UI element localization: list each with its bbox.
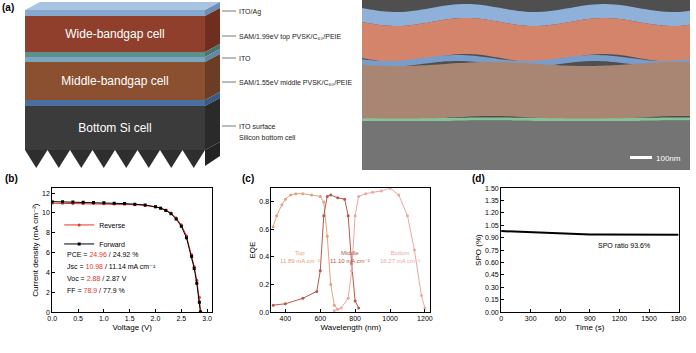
svg-text:8: 8 [46, 229, 50, 236]
svg-text:800: 800 [349, 315, 361, 322]
svg-text:1500: 1500 [641, 315, 657, 322]
svg-text:0.5: 0.5 [73, 315, 83, 322]
svg-text:0.45: 0.45 [485, 271, 499, 278]
svg-text:0.0: 0.0 [47, 315, 57, 322]
svg-text:Silicon bottom cell: Silicon bottom cell [239, 134, 296, 141]
svg-text:Forward: Forward [99, 241, 125, 248]
svg-text:1.5: 1.5 [125, 315, 135, 322]
svg-text:0.15: 0.15 [485, 296, 499, 303]
svg-text:0.75: 0.75 [485, 247, 499, 254]
svg-text:Bottom16.27 mA cm⁻²: Bottom16.27 mA cm⁻² [380, 250, 420, 264]
svg-text:ITO surface: ITO surface [239, 123, 276, 130]
svg-text:Reverse: Reverse [99, 222, 125, 229]
svg-text:Voltage (V): Voltage (V) [112, 323, 152, 332]
svg-text:400: 400 [280, 315, 292, 322]
svg-text:100nm: 100nm [656, 154, 681, 163]
svg-text:1200: 1200 [417, 315, 433, 322]
svg-text:600: 600 [554, 315, 566, 322]
svg-text:0.90: 0.90 [485, 234, 499, 241]
svg-text:1.50: 1.50 [485, 185, 499, 192]
svg-text:Wide-bandgap cell: Wide-bandgap cell [65, 27, 164, 41]
svg-text:Current density (mA cm⁻²): Current density (mA cm⁻²) [31, 203, 40, 296]
svg-text:0: 0 [46, 308, 50, 315]
svg-text:Top11.89 mA cm⁻²: Top11.89 mA cm⁻² [280, 250, 320, 264]
svg-text:2.5: 2.5 [176, 315, 186, 322]
svg-text:12: 12 [42, 190, 50, 197]
svg-text:1.05: 1.05 [485, 222, 499, 229]
svg-text:1.35: 1.35 [485, 197, 499, 204]
svg-text:PCE = 24.96 / 24.92 %: PCE = 24.96 / 24.92 % [67, 251, 138, 258]
svg-text:1800: 1800 [671, 315, 687, 322]
svg-text:EQE: EQE [248, 242, 257, 259]
svg-text:(b): (b) [5, 173, 18, 184]
svg-text:0.00: 0.00 [485, 308, 499, 315]
svg-text:FF = 78.9 / 77.9 %: FF = 78.9 / 77.9 % [67, 287, 125, 294]
svg-text:(a): (a) [2, 2, 14, 13]
svg-text:4: 4 [46, 269, 50, 276]
svg-text:Bottom Si cell: Bottom Si cell [78, 121, 151, 135]
svg-text:SAM/1.55eV middle PVSK/C₆₀/PEI: SAM/1.55eV middle PVSK/C₆₀/PEIE [239, 79, 352, 86]
svg-text:6: 6 [46, 249, 50, 256]
svg-text:0.4: 0.4 [259, 253, 269, 260]
svg-text:300: 300 [525, 315, 537, 322]
svg-text:SPO (%): SPO (%) [474, 234, 483, 266]
svg-text:0: 0 [499, 315, 503, 322]
svg-text:0.0: 0.0 [259, 308, 269, 315]
svg-text:(c): (c) [242, 173, 254, 184]
svg-text:600: 600 [314, 315, 326, 322]
svg-text:Time (s): Time (s) [575, 323, 604, 332]
svg-text:0.8: 0.8 [259, 198, 269, 205]
svg-text:900: 900 [584, 315, 596, 322]
svg-text:ITO/Ag: ITO/Ag [239, 8, 261, 16]
svg-text:Jsc = 10.98 / 11.14 mA cm⁻²: Jsc = 10.98 / 11.14 mA cm⁻² [67, 263, 156, 270]
svg-text:3.0: 3.0 [202, 315, 212, 322]
svg-text:0.2: 0.2 [259, 281, 269, 288]
svg-text:Wavelength (nm): Wavelength (nm) [320, 323, 381, 332]
svg-text:Middle-bandgap cell: Middle-bandgap cell [61, 74, 168, 88]
svg-text:1000: 1000 [382, 315, 398, 322]
svg-text:Voc = 2.88 / 2.87 V: Voc = 2.88 / 2.87 V [67, 275, 127, 282]
svg-text:SAM/1.99eV top PVSK/C₆₀/PEIE: SAM/1.99eV top PVSK/C₆₀/PEIE [239, 33, 342, 41]
svg-text:SPO ratio 93.6%: SPO ratio 93.6% [598, 242, 650, 249]
svg-text:ITO: ITO [239, 55, 251, 62]
svg-text:Middle11.10 mA cm⁻²: Middle11.10 mA cm⁻² [330, 250, 370, 264]
svg-text:0.30: 0.30 [485, 284, 499, 291]
svg-text:10: 10 [42, 209, 50, 216]
svg-text:1.20: 1.20 [485, 209, 499, 216]
svg-text:0.60: 0.60 [485, 259, 499, 266]
svg-text:1.0: 1.0 [99, 315, 109, 322]
svg-text:2: 2 [46, 289, 50, 296]
svg-text:1200: 1200 [612, 315, 628, 322]
svg-text:(d): (d) [472, 173, 485, 184]
svg-text:0.6: 0.6 [259, 226, 269, 233]
svg-text:2.0: 2.0 [151, 315, 161, 322]
